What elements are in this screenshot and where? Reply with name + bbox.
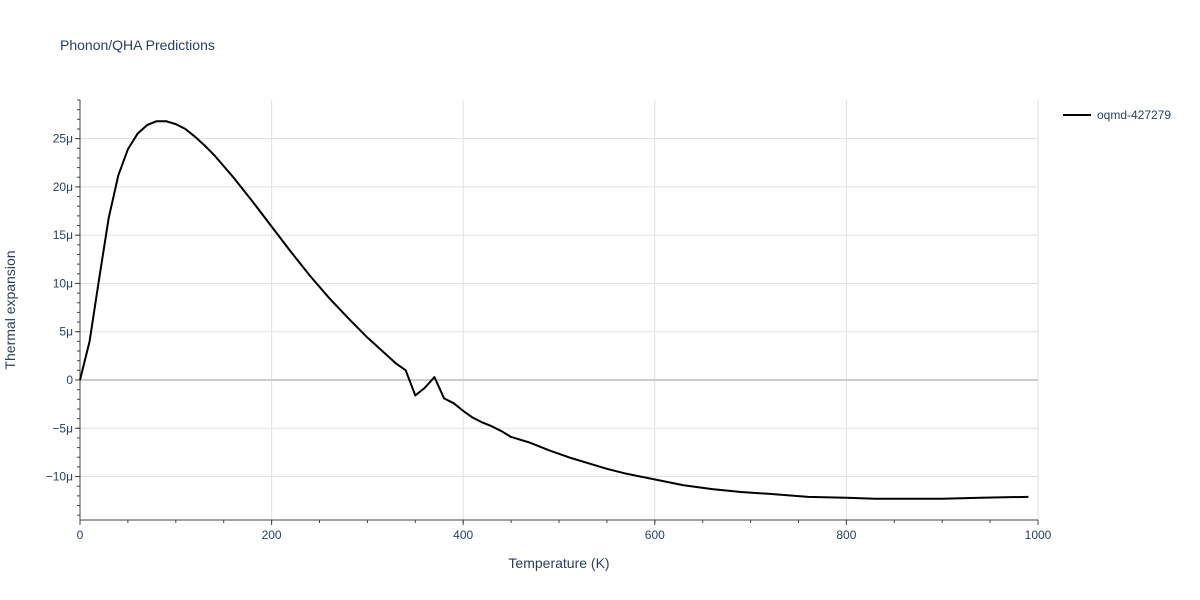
x-tick-label: 1000 [1025, 528, 1052, 542]
y-axis-ticks: −10μ −5μ 0 5μ 10μ 15μ 20μ 25μ [46, 132, 80, 484]
x-tick-label: 600 [645, 528, 665, 542]
y-tick-label: 25μ [53, 132, 73, 146]
y-tick-label: 0 [66, 373, 73, 387]
chart-title: Phonon/QHA Predictions [60, 37, 215, 53]
legend-label[interactable]: oqmd-427279 [1097, 108, 1171, 122]
y-tick-label: 5μ [59, 325, 73, 339]
series-group [79, 120, 1029, 500]
x-tick-label: 400 [453, 528, 473, 542]
series-line [79, 120, 1029, 500]
x-axis-title: Temperature (K) [508, 555, 609, 571]
x-tick-label: 800 [836, 528, 856, 542]
grid-lines [80, 100, 1039, 520]
legend[interactable]: oqmd-427279 [1063, 108, 1171, 122]
y-tick-label: −10μ [46, 470, 73, 484]
y-tick-label: 10μ [53, 276, 73, 290]
x-tick-label: 200 [262, 528, 282, 542]
y-tick-label: 15μ [53, 228, 73, 242]
y-axis-title: Thermal expansion [2, 250, 18, 369]
y-tick-label: −5μ [52, 421, 73, 435]
x-tick-label: 0 [77, 528, 84, 542]
y-tick-label: 20μ [53, 180, 73, 194]
